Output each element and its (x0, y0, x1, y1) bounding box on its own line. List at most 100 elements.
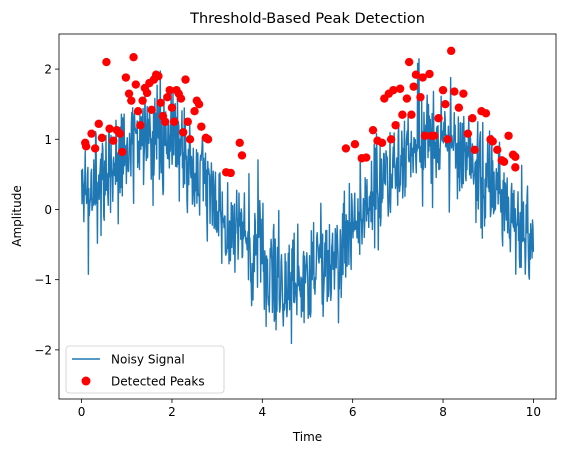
peak-point (416, 92, 425, 102)
peak-point (118, 147, 127, 157)
peak-point (511, 152, 520, 162)
peak-point (441, 99, 450, 109)
peak-point (443, 135, 452, 144)
x-tick-label: 0 (78, 405, 86, 419)
peak-point (197, 122, 206, 131)
legend-label-peaks: Detected Peaks (111, 375, 205, 389)
peak-point (454, 103, 464, 112)
peak-point (402, 94, 412, 103)
peak-point (136, 121, 145, 130)
y-tick-label: −1 (34, 273, 52, 287)
peak-point (468, 114, 477, 123)
peak-point (160, 117, 170, 126)
x-tick-label: 2 (168, 405, 176, 419)
y-tick-label: 2 (44, 63, 52, 77)
peak-point (129, 52, 138, 62)
peak-point (165, 85, 174, 95)
x-tick-label: 6 (349, 405, 357, 419)
peak-point (167, 103, 177, 112)
peak-point (203, 135, 213, 144)
peak-point (488, 137, 497, 146)
legend: Noisy Signal Detected Peaks (65, 345, 225, 394)
peak-point (425, 69, 434, 79)
peak-point (481, 109, 491, 118)
peak-point (190, 107, 199, 116)
peak-point (102, 57, 111, 67)
peak-point (459, 89, 468, 98)
y-tick-label: −2 (34, 343, 52, 357)
peak-point (409, 82, 418, 91)
y-axis: −2 −1 0 1 2 (34, 63, 59, 357)
peak-point (434, 114, 443, 123)
peak-point (377, 138, 387, 147)
peak-point (131, 80, 141, 89)
peak-point (446, 46, 456, 56)
peak-point (341, 144, 351, 153)
x-tick-label: 10 (526, 405, 541, 419)
peak-point (411, 70, 421, 79)
x-tick-label: 4 (258, 405, 266, 419)
peak-point (438, 85, 448, 95)
peak-point (147, 105, 156, 115)
legend-box (65, 345, 225, 394)
peak-point (156, 98, 165, 107)
peak-point (142, 88, 152, 98)
peak-point (389, 85, 398, 95)
peak-point (194, 99, 204, 109)
peak-point (127, 96, 136, 105)
peak-point (395, 84, 405, 93)
peak-point (226, 168, 235, 178)
plot-area (80, 46, 535, 345)
peak-point (181, 75, 190, 84)
peak-point (235, 138, 244, 147)
peak-point (391, 121, 400, 130)
peak-point (90, 144, 100, 153)
peak-point (179, 128, 188, 137)
peak-point (493, 145, 502, 155)
chart-title: Threshold-Based Peak Detection (189, 11, 425, 27)
peak-point (138, 96, 147, 105)
peak-point (350, 140, 360, 149)
peak-point (163, 92, 172, 102)
peak-point (105, 124, 114, 133)
peak-point (124, 89, 134, 98)
y-tick-label: 0 (44, 203, 52, 217)
x-tick-label: 8 (439, 405, 447, 419)
peak-point (97, 133, 107, 143)
peak-point (429, 131, 439, 140)
peak-point (386, 135, 396, 144)
peak-point (154, 71, 163, 81)
peak-point (115, 129, 125, 138)
y-axis-label: Amplitude (10, 185, 24, 247)
peak-point (81, 142, 91, 151)
peak-point (418, 73, 427, 82)
y-tick-label: 1 (44, 133, 52, 147)
peak-point (470, 145, 479, 155)
peak-point (511, 163, 520, 172)
legend-label-signal: Noisy Signal (111, 353, 185, 367)
peak-point (368, 125, 378, 135)
legend-marker-swatch (81, 376, 91, 386)
peak-point (404, 57, 414, 67)
peak-point (87, 129, 96, 138)
peak-point (94, 119, 103, 129)
peak-point (183, 117, 192, 126)
x-axis: 0 2 4 6 8 10 (78, 399, 541, 419)
noisy-signal-line (80, 58, 535, 345)
peak-point (407, 110, 416, 119)
peak-point (420, 131, 430, 140)
peak-point (176, 94, 186, 103)
peak-point (185, 135, 195, 144)
peak-point (499, 157, 509, 166)
peak-point (109, 136, 118, 145)
peak-point (237, 151, 247, 160)
peak-point (121, 73, 131, 82)
peak-point (504, 131, 513, 140)
peak-point (170, 117, 179, 126)
peak-point (463, 129, 473, 138)
peak-point (398, 110, 407, 119)
peak-point (133, 107, 143, 116)
axes-frame (58, 33, 557, 400)
peak-point (362, 153, 371, 162)
